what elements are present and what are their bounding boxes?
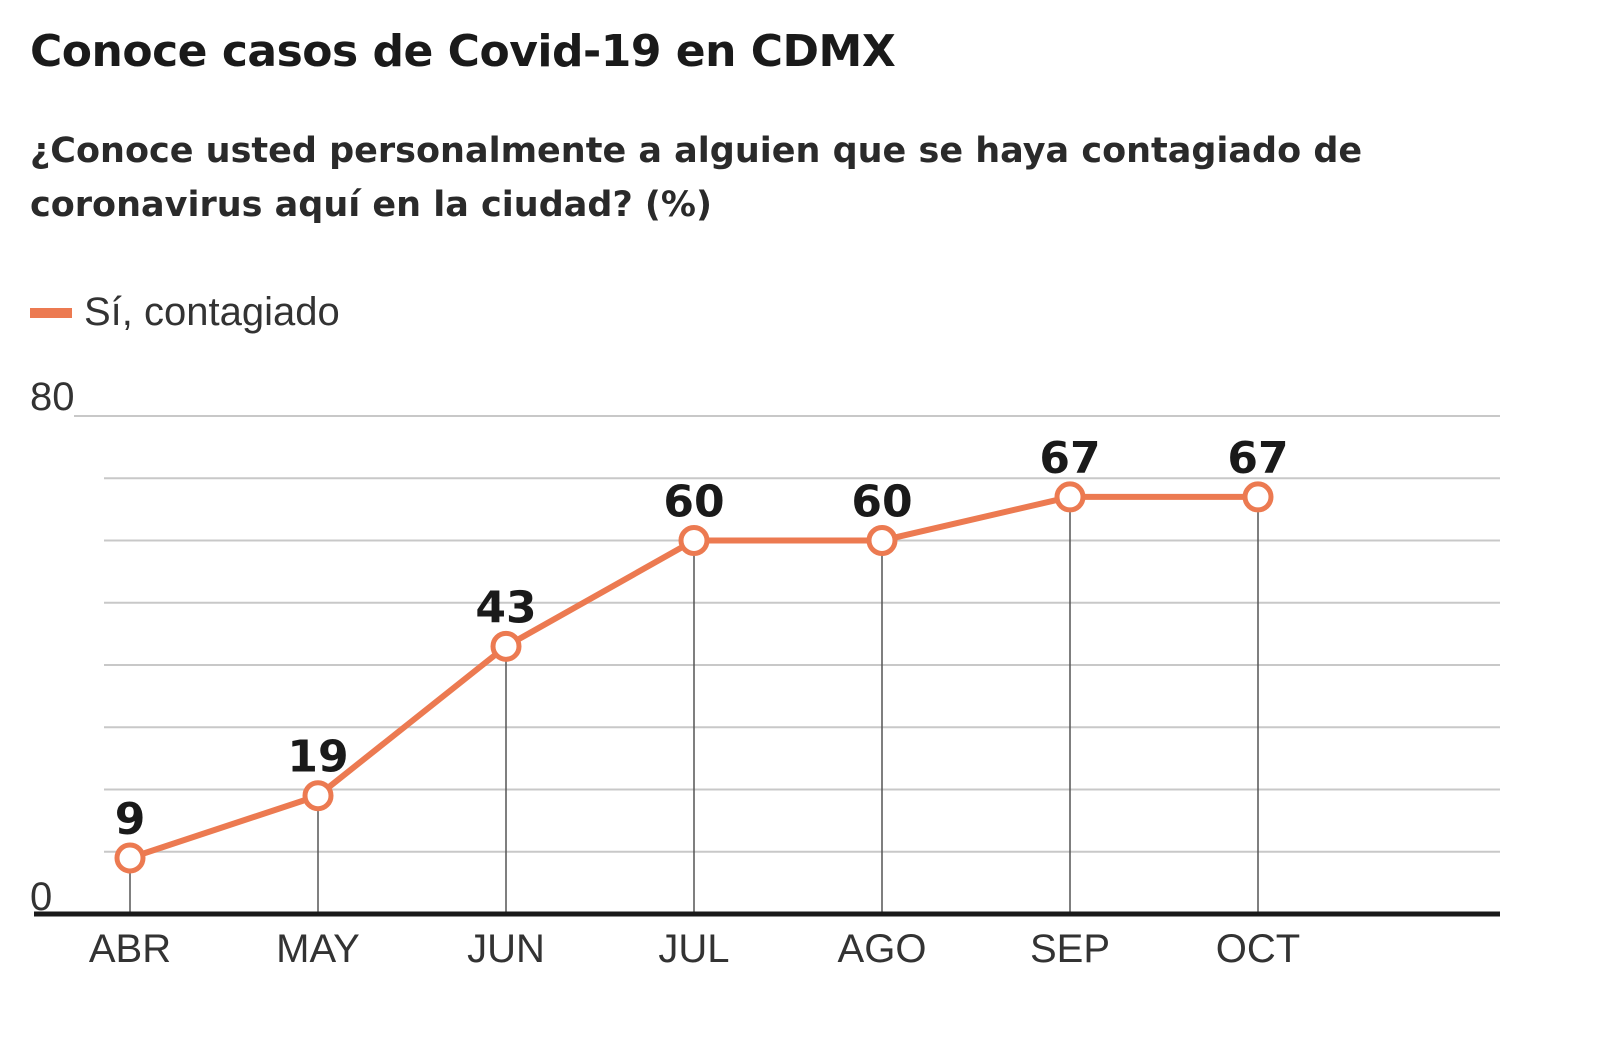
- data-label: 60: [663, 477, 724, 528]
- x-tick-label: JUL: [658, 927, 729, 971]
- data-label: 19: [287, 732, 348, 783]
- data-point: [678, 525, 710, 556]
- data-point: [302, 780, 334, 812]
- legend-label: Sí, contagiado: [84, 290, 340, 334]
- data-label: 9: [115, 794, 146, 845]
- data-labels: 9 19 43 60 60 67 67: [115, 433, 1289, 845]
- x-tick-label: JUN: [467, 927, 545, 971]
- data-point: [1054, 481, 1086, 513]
- y-tick-labels: 0 80: [30, 375, 75, 919]
- data-point: [490, 630, 522, 662]
- x-tick-labels: ABR MAY JUN JUL AGO SEP OCT: [89, 927, 1300, 971]
- data-label: 67: [1039, 433, 1100, 484]
- data-point: [866, 525, 898, 556]
- data-point: [114, 842, 146, 874]
- chart-title: Conoce casos de Covid-19 en CDMX: [30, 26, 896, 77]
- chart-subtitle: ¿Conoce usted personalmente a alguien qu…: [30, 131, 1363, 225]
- data-point: [1242, 481, 1274, 513]
- data-label: 43: [475, 582, 536, 633]
- gridlines: [74, 415, 1500, 853]
- x-tick-label: OCT: [1216, 927, 1300, 971]
- data-label: 60: [851, 477, 912, 528]
- data-label: 67: [1227, 433, 1288, 484]
- legend-swatch: [30, 307, 72, 318]
- x-tick-label: SEP: [1030, 927, 1110, 971]
- legend: Sí, contagiado: [30, 290, 340, 335]
- y-tick-label: 80: [30, 375, 75, 419]
- drop-lines: [129, 496, 1259, 914]
- x-tick-label: ABR: [89, 927, 171, 971]
- x-tick-label: MAY: [276, 927, 360, 971]
- x-tick-label: AGO: [838, 927, 927, 971]
- data-points: [114, 481, 1274, 874]
- y-tick-label: 0: [30, 875, 52, 919]
